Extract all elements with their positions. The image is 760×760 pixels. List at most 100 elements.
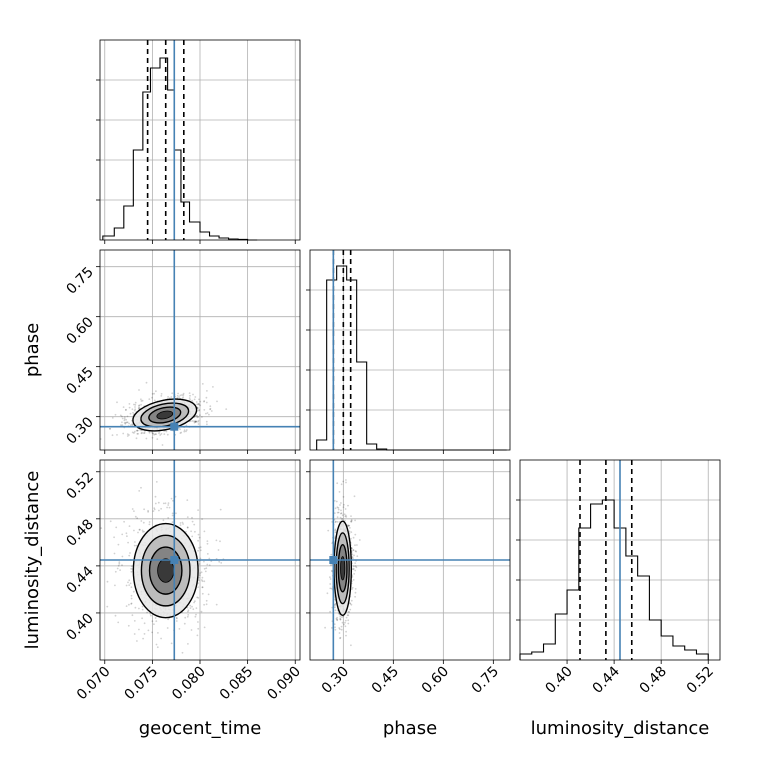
sample-point <box>197 586 200 588</box>
sample-point <box>130 586 133 589</box>
sample-point <box>193 421 196 424</box>
sample-point <box>336 511 339 514</box>
sample-point <box>347 622 350 625</box>
sample-point <box>197 533 200 536</box>
sample-point <box>140 486 142 489</box>
sample-point <box>338 491 341 493</box>
sample-point <box>130 565 133 568</box>
sample-point <box>108 427 111 430</box>
sample-point <box>341 616 343 619</box>
sample-point <box>114 413 117 416</box>
sample-point <box>349 608 352 611</box>
x-axis-label-phase: phase <box>383 718 437 739</box>
histogram-panel-geocent-time <box>96 39 301 244</box>
sample-point <box>178 628 181 630</box>
sample-point <box>195 414 198 417</box>
sample-point <box>203 560 205 563</box>
sample-point <box>354 588 357 590</box>
sample-point <box>177 427 180 429</box>
sample-point <box>147 509 150 512</box>
sample-point <box>187 643 189 645</box>
axes-frame <box>309 249 511 451</box>
sample-point <box>171 392 174 395</box>
sample-point <box>350 603 353 606</box>
sample-point <box>153 433 156 436</box>
sample-point <box>123 421 126 424</box>
sample-point <box>121 555 124 558</box>
sample-point <box>196 634 199 637</box>
sample-point <box>143 432 145 434</box>
sample-point <box>341 518 344 520</box>
sample-point <box>201 383 204 385</box>
sample-point <box>347 524 349 526</box>
sample-point <box>340 518 343 520</box>
sample-point <box>203 400 205 403</box>
sample-point <box>151 396 153 399</box>
sample-point <box>166 433 169 436</box>
sample-point <box>191 516 193 519</box>
sample-point <box>130 570 133 573</box>
sample-point <box>106 605 109 608</box>
sample-point <box>198 409 201 411</box>
sample-point <box>350 537 352 540</box>
sample-point <box>125 408 127 411</box>
sample-point <box>210 410 213 412</box>
sample-point <box>336 616 338 619</box>
sample-point <box>339 618 342 621</box>
sample-point <box>348 524 350 527</box>
sample-point <box>136 640 138 642</box>
sample-point <box>197 403 200 406</box>
sample-point <box>175 620 178 622</box>
truth-marker <box>170 422 179 431</box>
sample-point <box>352 557 354 560</box>
sample-point <box>185 429 188 431</box>
sample-point <box>138 404 141 407</box>
sample-point <box>137 407 140 410</box>
sample-point <box>199 400 202 403</box>
truth-marker <box>329 556 338 564</box>
sample-point <box>198 574 201 577</box>
sample-point <box>134 408 137 411</box>
sample-point <box>167 502 170 504</box>
sample-point <box>125 605 128 607</box>
sample-point <box>133 432 135 434</box>
sample-point <box>117 543 120 546</box>
sample-point <box>205 412 207 415</box>
sample-point <box>339 617 342 620</box>
sample-point <box>327 529 330 532</box>
sample-point <box>196 403 199 406</box>
sample-point <box>326 592 329 595</box>
sample-point <box>186 615 189 618</box>
sample-point <box>171 514 174 517</box>
sample-point <box>161 444 164 446</box>
y-tick-label: 0.48 <box>63 516 96 549</box>
sample-point <box>342 506 345 508</box>
sample-point <box>136 433 139 435</box>
sample-point <box>193 523 196 526</box>
sample-point <box>153 507 156 509</box>
sample-point <box>334 606 336 609</box>
sample-point <box>334 609 337 612</box>
sample-point <box>206 563 209 566</box>
x-tick-label: 0.085 <box>217 664 257 704</box>
sample-point <box>198 398 200 401</box>
sample-point <box>134 404 137 406</box>
sample-point <box>349 602 351 604</box>
sample-point <box>122 432 125 435</box>
sample-point <box>151 432 154 435</box>
sample-point <box>155 620 158 622</box>
sample-point <box>151 393 154 395</box>
sample-point <box>127 541 129 544</box>
sample-point <box>180 431 183 434</box>
sample-point <box>347 619 350 622</box>
sample-point <box>353 554 355 557</box>
sample-point <box>352 549 355 551</box>
sample-point <box>182 396 185 398</box>
sample-point <box>334 531 337 534</box>
sample-point <box>129 424 132 426</box>
sample-point <box>141 399 144 402</box>
sample-point <box>344 519 346 522</box>
sample-point <box>349 602 352 605</box>
sample-point <box>194 615 197 618</box>
sample-point <box>136 429 139 432</box>
